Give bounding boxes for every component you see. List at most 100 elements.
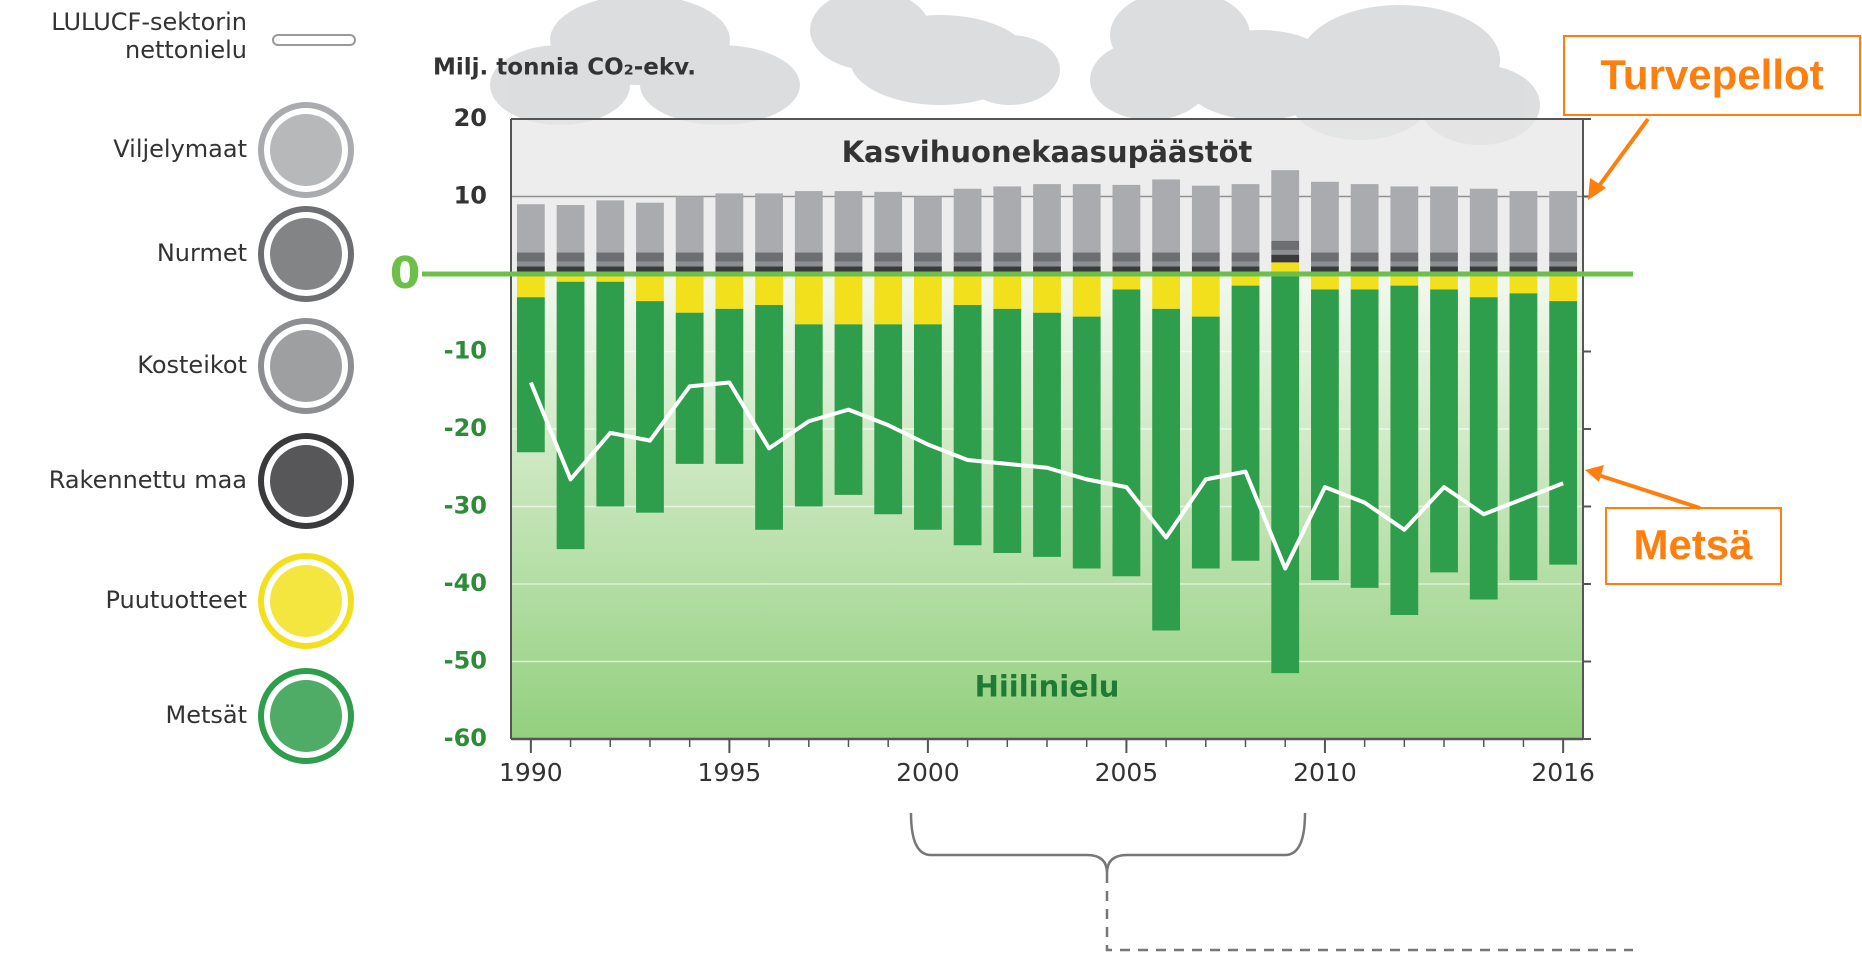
bar-segment <box>993 266 1022 274</box>
bar-segment <box>913 266 942 274</box>
legend-icon-inner <box>270 565 342 637</box>
bar-segment <box>1033 252 1061 262</box>
bar-segment <box>636 266 664 274</box>
bar-segment <box>1191 274 1220 317</box>
bar-segment <box>834 191 863 253</box>
bar-segment <box>1152 252 1181 262</box>
bar-segment <box>953 274 982 305</box>
bar-segment <box>1231 274 1260 286</box>
bar-segment <box>675 266 704 274</box>
net-sink-line <box>529 380 1564 571</box>
bar-segment <box>556 274 585 282</box>
bar-segment <box>1112 261 1141 267</box>
bar-segment <box>1191 266 1220 274</box>
bar-segment <box>1033 261 1061 267</box>
bar-segment <box>1033 266 1061 274</box>
bar-segment <box>993 274 1022 309</box>
callout-box <box>1605 507 1782 585</box>
legend-label: Nurmet <box>156 239 247 267</box>
bar-segment <box>596 252 625 262</box>
bar-segment <box>1549 301 1578 565</box>
bar-segment <box>715 266 744 274</box>
bar-segment <box>516 274 545 298</box>
bar-segment <box>636 301 664 513</box>
bar-segment <box>1549 191 1578 253</box>
bar-segment <box>1390 266 1419 274</box>
bar-segment <box>1509 252 1538 262</box>
bar-segment <box>755 266 783 274</box>
bar-segment <box>516 204 545 253</box>
legend-swatch <box>272 34 356 46</box>
bar-segment <box>675 261 704 267</box>
bar-segment <box>1350 261 1379 267</box>
bar-segment <box>1191 185 1220 253</box>
bar-segment <box>1191 261 1220 267</box>
bar-segment <box>755 274 783 305</box>
bar-segment <box>1311 261 1339 267</box>
callout-label: Turvepellot <box>1600 51 1823 98</box>
bar-segment <box>556 252 585 262</box>
bar-segment <box>715 274 744 309</box>
bar-segment <box>1072 252 1101 262</box>
bar-segment <box>1112 252 1141 262</box>
bar-segment <box>834 261 863 267</box>
bar-segment <box>834 266 863 274</box>
bar-segment <box>1390 285 1419 615</box>
x-tick-label: 2016 <box>1531 758 1595 787</box>
bar-segment <box>636 252 664 262</box>
legend-label: Metsät <box>165 701 247 729</box>
bar-segment <box>1390 261 1419 267</box>
bar-segment <box>1271 262 1300 274</box>
bar-segment <box>715 308 744 464</box>
bar-segment <box>913 196 942 253</box>
bar-segment <box>596 266 625 274</box>
bar-segment <box>556 266 585 274</box>
x-tick-label: 1990 <box>499 758 563 787</box>
bar-segment <box>1390 274 1419 286</box>
bar-segment <box>1430 252 1458 262</box>
bar-segment <box>1509 266 1538 274</box>
callout-box <box>1563 35 1861 116</box>
x-tick-label: 2005 <box>1095 758 1159 787</box>
bar-segment <box>1072 316 1101 569</box>
bar-segment <box>1469 274 1498 298</box>
bar-segment <box>715 252 744 262</box>
legend-label: Kosteikot <box>137 351 247 379</box>
y-tick-label: -30 <box>444 492 487 520</box>
bar-segment <box>1231 184 1260 253</box>
y-axis-label: Milj. tonnia CO₂-ekv. <box>433 55 696 81</box>
bar-segment <box>993 261 1022 267</box>
bar-segment <box>953 188 982 253</box>
bar-segment <box>1350 252 1379 262</box>
bar-segment <box>636 202 664 253</box>
bar-segment <box>1469 266 1498 274</box>
x-tick-label: 2000 <box>896 758 960 787</box>
bar-segment <box>1271 274 1300 674</box>
bar-segment <box>1152 179 1181 253</box>
bar-segment <box>1072 184 1101 253</box>
bar-segment <box>1430 261 1458 267</box>
bar-segment <box>794 266 823 274</box>
bar-segment <box>1271 240 1300 250</box>
bar-segment <box>1231 261 1260 267</box>
bar-segment <box>1191 252 1220 262</box>
legend-label: Viljelymaat <box>113 135 247 163</box>
bar-segment <box>874 324 903 515</box>
bar-segment <box>755 261 783 267</box>
x-tick-label: 1995 <box>698 758 762 787</box>
bar-segment <box>516 266 545 274</box>
x-tick-label: 2010 <box>1293 758 1357 787</box>
bar-segment <box>874 191 903 253</box>
bar-segment <box>1311 252 1339 262</box>
bar-segment <box>953 252 982 262</box>
bar-segment <box>1390 252 1419 262</box>
bar-segment <box>556 205 585 253</box>
bar-segment <box>516 261 545 267</box>
emissions-label: Kasvihuonekaasupäästöt <box>842 135 1253 169</box>
bar-segment <box>913 274 942 325</box>
bar-segment <box>1033 184 1061 253</box>
bar-segment <box>1311 181 1339 253</box>
y-tick-label: -10 <box>444 337 487 365</box>
bar-segment <box>516 252 545 262</box>
bar-segment <box>1430 274 1458 290</box>
